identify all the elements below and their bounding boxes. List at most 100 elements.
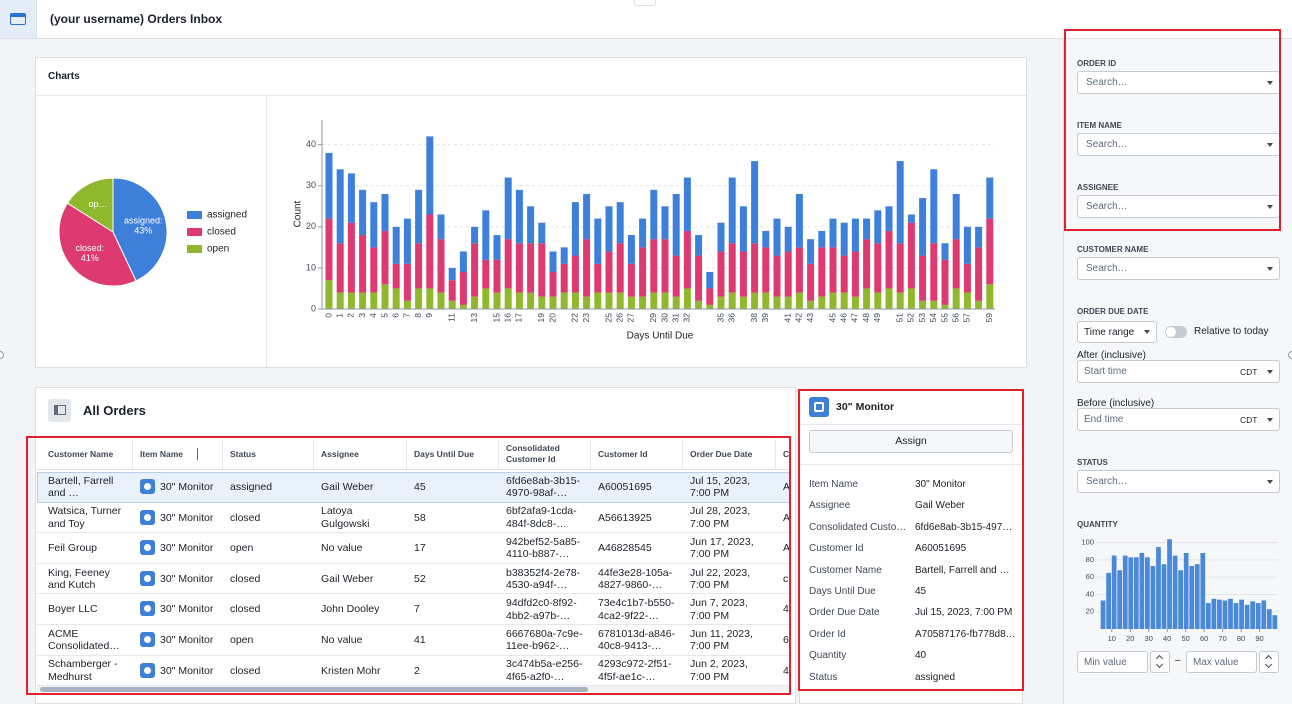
charts-divider <box>36 95 1026 96</box>
table-cell: 3c474b5a-e256-4f65-a2f0-… <box>506 658 583 683</box>
date-label: After (inclusive) <box>1077 350 1146 361</box>
table-cell: 30" Monitor <box>160 603 214 616</box>
table-cell: 6bf2afa9-1cda-484f-8dc8-… <box>506 505 577 530</box>
table-cell: 58 <box>414 511 426 524</box>
caret <box>1267 205 1273 209</box>
column-header[interactable]: Order Due Date <box>690 449 753 459</box>
spin-down <box>1264 660 1273 669</box>
table-cell: Boyer LLC <box>48 603 98 616</box>
timezone[interactable]: CDT <box>1240 415 1258 425</box>
table-cell: 17 <box>414 542 426 555</box>
timezone[interactable]: CDT <box>1240 367 1258 377</box>
table-cell: 6 <box>783 634 789 647</box>
table-cell: ACME Consolidated… <box>48 627 120 653</box>
table-cell: Jun 7, 2023, 7:00 PM <box>690 597 748 622</box>
right-handle <box>1288 351 1292 359</box>
table-cell: 30" Monitor <box>160 572 214 585</box>
number-input[interactable]: Max value <box>1186 651 1257 673</box>
table-cell: Gail Weber <box>321 481 374 494</box>
item-icon-dot <box>144 574 151 582</box>
filter-label: ITEM NAME <box>1077 121 1122 130</box>
table-cell: closed <box>230 603 261 616</box>
search-select[interactable]: Search… <box>1077 470 1280 493</box>
number-placeholder: Min value <box>1084 657 1127 668</box>
column-divider <box>498 440 499 470</box>
table-cell: 7 <box>414 603 420 616</box>
time-range-select[interactable]: Time range <box>1077 321 1157 343</box>
table-cell: 45 <box>414 481 426 494</box>
table-title: All Orders <box>83 403 146 418</box>
spinner[interactable] <box>1259 651 1279 673</box>
filter-label: STATUS <box>1077 458 1108 467</box>
table-cell: 6fd6e8ab-3b15-4970-98af-… <box>506 474 581 500</box>
field-value: A70587176-fb778d8… <box>915 628 1016 640</box>
page-title: (your username) Orders Inbox <box>50 12 223 26</box>
date-input[interactable]: End time CDT <box>1077 408 1280 431</box>
table-cell: Jun 17, 2023, 7:00 PM <box>690 535 754 561</box>
charts-panel <box>35 57 1027 368</box>
caret <box>1267 480 1273 484</box>
details-divider <box>800 424 1022 425</box>
date-input[interactable]: Start time CDT <box>1077 360 1280 383</box>
top-handle <box>634 0 656 6</box>
table-cell: Watsica, Turner and Toy <box>48 505 122 530</box>
number-input[interactable]: Min value <box>1077 651 1148 673</box>
charts-title: Charts <box>48 71 80 82</box>
table-cell: John Dooley <box>321 603 380 616</box>
search-placeholder: Search… <box>1086 201 1128 212</box>
column-divider <box>406 440 407 470</box>
field-label: Assignee <box>809 500 851 512</box>
field-value: assigned <box>915 671 956 683</box>
search-select[interactable]: Search… <box>1077 71 1280 94</box>
item-icon-dot <box>144 666 151 674</box>
search-select[interactable]: Search… <box>1077 133 1280 156</box>
caret <box>1144 330 1150 334</box>
table-grid: Customer Name Item Name Status Assignee Days… <box>37 440 789 692</box>
scrollbar-thumb[interactable] <box>40 687 588 692</box>
table-cell: Jun 2, 2023, 7:00 PM <box>690 658 748 683</box>
search-select[interactable]: Search… <box>1077 195 1280 218</box>
table-cell: open <box>230 542 254 555</box>
column-header[interactable]: Status <box>230 449 256 459</box>
field-value: Gail Weber <box>915 500 965 512</box>
search-placeholder: Search… <box>1086 77 1128 88</box>
table-cell: 94dfd2c0-8f92-4bb2-a97b-… <box>506 597 577 622</box>
caret <box>1267 81 1273 85</box>
date-placeholder: Start time <box>1084 366 1127 377</box>
filter-label: ORDER ID <box>1077 59 1117 68</box>
table-cell: b38352f4-2e78-4530-a94f-… <box>506 566 581 592</box>
table-cell: 30" Monitor <box>160 542 214 555</box>
filter-label: CUSTOMER NAME <box>1077 245 1149 254</box>
column-header[interactable]: Customer Id <box>598 449 648 459</box>
table-cell: Latoya Gulgowski <box>321 505 370 530</box>
table-cell: 30" Monitor <box>160 481 214 493</box>
spin-down <box>1155 660 1164 669</box>
caret <box>1267 143 1273 147</box>
caret <box>1267 267 1273 271</box>
toggle-knob <box>1166 327 1176 337</box>
table-cell: Feil Group <box>48 542 98 555</box>
table-cell: A <box>783 542 789 555</box>
field-value: 6fd6e8ab-3b15-497… <box>915 521 1013 533</box>
table-cell: 52 <box>414 572 426 585</box>
column-header[interactable]: Days Until Due <box>414 449 474 459</box>
assign-button[interactable]: Assign <box>809 430 1013 453</box>
field-label: Days Until Due <box>809 586 876 597</box>
table-cell: Gail Weber <box>321 572 374 585</box>
date-placeholder: End time <box>1084 414 1124 425</box>
search-select[interactable]: Search… <box>1077 257 1280 280</box>
spinner[interactable] <box>1150 651 1170 673</box>
table-cell: 6781013d-a846-40c8-9413-… <box>598 627 676 653</box>
field-label: Order Id <box>809 628 846 640</box>
column-header[interactable]: Customer Name <box>48 449 114 459</box>
column-header[interactable]: Assignee <box>321 449 359 459</box>
column-header[interactable]: Consolidated Customer Id <box>506 443 560 464</box>
field-label: Item Name <box>809 479 858 490</box>
table-cell: 30" Monitor <box>160 664 214 677</box>
details-title: 30" Monitor <box>836 401 895 413</box>
field-value: 45 <box>915 586 927 597</box>
table-cell: A <box>783 511 789 524</box>
column-header[interactable]: C <box>783 449 789 459</box>
table-cell: assigned <box>230 481 273 494</box>
